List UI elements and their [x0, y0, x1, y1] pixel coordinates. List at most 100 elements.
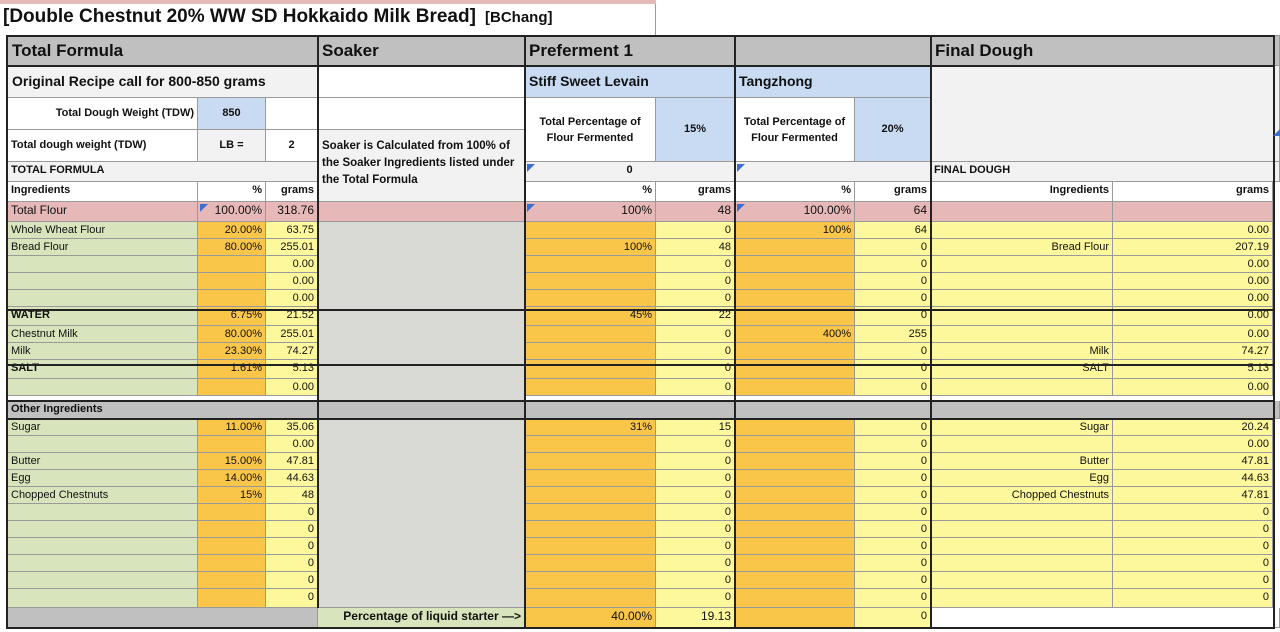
- fd-ingredient[interactable]: [931, 379, 1113, 396]
- tz-grams[interactable]: 0: [855, 290, 931, 307]
- ingredient-name[interactable]: Chopped Chestnuts: [8, 487, 198, 504]
- fd-grams[interactable]: 207.19: [1113, 239, 1273, 256]
- pf1-grams[interactable]: 0: [656, 555, 735, 572]
- fd-grams[interactable]: 47.81: [1113, 453, 1273, 470]
- fd-ingredient[interactable]: [931, 273, 1113, 290]
- fd-grams[interactable]: 0.00: [1113, 326, 1273, 343]
- title-cell[interactable]: [Double Chestnut 20% WW SD Hokkaido Milk…: [0, 0, 656, 36]
- ingredient-grams[interactable]: 0: [266, 504, 318, 521]
- ingredient-grams[interactable]: 255.01: [266, 326, 318, 343]
- pf1-pct[interactable]: [525, 470, 656, 487]
- ingredient-grams[interactable]: 74.27: [266, 343, 318, 360]
- title-empty-cell[interactable]: [656, 0, 1280, 36]
- ingredient-name[interactable]: Bread Flour: [8, 239, 198, 256]
- tz-pct[interactable]: [735, 290, 855, 307]
- liquid-starter-pct[interactable]: 40.00%: [525, 608, 656, 628]
- tz-grams[interactable]: 0: [855, 453, 931, 470]
- tz-pct[interactable]: [735, 273, 855, 290]
- tz-grams[interactable]: 64: [855, 222, 931, 239]
- comment-marker-icon[interactable]: [737, 204, 745, 212]
- tz-pct[interactable]: [735, 521, 855, 538]
- pf1-grams[interactable]: 0: [656, 521, 735, 538]
- tz-pct[interactable]: [735, 307, 855, 326]
- fd-grams[interactable]: 20.24: [1113, 419, 1273, 436]
- pf1-pct[interactable]: [525, 555, 656, 572]
- tz-section-blank[interactable]: [735, 162, 931, 182]
- tdw-input[interactable]: 850: [198, 98, 266, 130]
- ingredient-pct[interactable]: 15%: [198, 487, 266, 504]
- tz-grams[interactable]: 0: [855, 343, 931, 360]
- pf1-grams[interactable]: 0: [656, 273, 735, 290]
- ingredient-name[interactable]: Sugar: [8, 419, 198, 436]
- tz-grams[interactable]: 0: [855, 555, 931, 572]
- total-flour-name[interactable]: Total Flour: [8, 202, 198, 222]
- ingredient-grams[interactable]: 255.01: [266, 239, 318, 256]
- ingredient-pct[interactable]: 80.00%: [198, 326, 266, 343]
- pf1-zero[interactable]: 0: [525, 162, 735, 182]
- tz-pct[interactable]: [735, 538, 855, 555]
- fd-ingredient[interactable]: Egg: [931, 470, 1113, 487]
- ingredient-pct[interactable]: 1.61%: [198, 360, 266, 379]
- pf1-pct[interactable]: 100%: [525, 239, 656, 256]
- fd-ingredient[interactable]: [931, 326, 1113, 343]
- tz-grams[interactable]: 0: [855, 504, 931, 521]
- fd-grams[interactable]: 0: [1113, 572, 1273, 589]
- fd-grams[interactable]: 44.63: [1113, 470, 1273, 487]
- soaker-column[interactable]: [318, 222, 525, 401]
- ingredient-grams[interactable]: 0: [266, 572, 318, 589]
- tz-pct[interactable]: [735, 360, 855, 379]
- pf1-pct[interactable]: 31%: [525, 419, 656, 436]
- ingredient-grams[interactable]: 5.13: [266, 360, 318, 379]
- fd-ingredient[interactable]: [931, 555, 1113, 572]
- ingredient-pct[interactable]: [198, 290, 266, 307]
- fd-grams[interactable]: 0.00: [1113, 307, 1273, 326]
- tz-pct[interactable]: 100%: [735, 222, 855, 239]
- ingredient-grams[interactable]: 47.81: [266, 453, 318, 470]
- tz-pct[interactable]: [735, 487, 855, 504]
- ingredient-pct[interactable]: [198, 379, 266, 396]
- ingredient-name[interactable]: [8, 290, 198, 307]
- tz-grams[interactable]: 0: [855, 487, 931, 504]
- pf1-grams[interactable]: 0: [656, 487, 735, 504]
- tz-pct[interactable]: [735, 239, 855, 256]
- comment-marker-icon[interactable]: [527, 164, 535, 172]
- tz-pct[interactable]: [735, 572, 855, 589]
- ingredient-pct[interactable]: 23.30%: [198, 343, 266, 360]
- tz-pct[interactable]: [735, 379, 855, 396]
- pf1-grams[interactable]: 0: [656, 504, 735, 521]
- header-preferment-1[interactable]: Preferment 1: [525, 36, 735, 66]
- pf1-grams[interactable]: 0: [656, 343, 735, 360]
- soaker-sub-cell[interactable]: [318, 66, 525, 98]
- pf1-grams[interactable]: 0: [656, 222, 735, 239]
- ingredient-name[interactable]: [8, 538, 198, 555]
- ingredient-name[interactable]: [8, 379, 198, 396]
- soaker-blank[interactable]: [318, 98, 525, 130]
- fd-ingredient[interactable]: SALT: [931, 360, 1113, 379]
- ingredient-name[interactable]: [8, 521, 198, 538]
- ingredient-pct[interactable]: [198, 436, 266, 453]
- fd-grams[interactable]: 0.00: [1113, 222, 1273, 239]
- pf1-pct[interactable]: [525, 436, 656, 453]
- fd-grams[interactable]: 0: [1113, 589, 1273, 608]
- fd-grams[interactable]: 0.00: [1113, 273, 1273, 290]
- tz-grams[interactable]: 0: [855, 470, 931, 487]
- fd-grams[interactable]: 0: [1113, 504, 1273, 521]
- fd-grams[interactable]: 0.00: [1113, 290, 1273, 307]
- pf1-pct[interactable]: [525, 589, 656, 608]
- pf1-pct[interactable]: [525, 360, 656, 379]
- tz-grams[interactable]: 0: [855, 538, 931, 555]
- pf1-pct[interactable]: [525, 326, 656, 343]
- fd-ingredient[interactable]: [931, 538, 1113, 555]
- lb-value[interactable]: 2: [266, 130, 318, 162]
- ingredient-pct[interactable]: [198, 555, 266, 572]
- fd-ingredient[interactable]: [931, 589, 1113, 608]
- tdw-blank[interactable]: [266, 98, 318, 130]
- fd-grams[interactable]: 0: [1113, 538, 1273, 555]
- ingredient-grams[interactable]: 0: [266, 521, 318, 538]
- ingredient-pct[interactable]: 80.00%: [198, 239, 266, 256]
- pf1-grams[interactable]: 0: [656, 589, 735, 608]
- pf1-grams[interactable]: 48: [656, 239, 735, 256]
- tz-bottom-grams[interactable]: 0: [855, 608, 931, 628]
- fd-ingredient[interactable]: [931, 436, 1113, 453]
- tz-grams[interactable]: 0: [855, 379, 931, 396]
